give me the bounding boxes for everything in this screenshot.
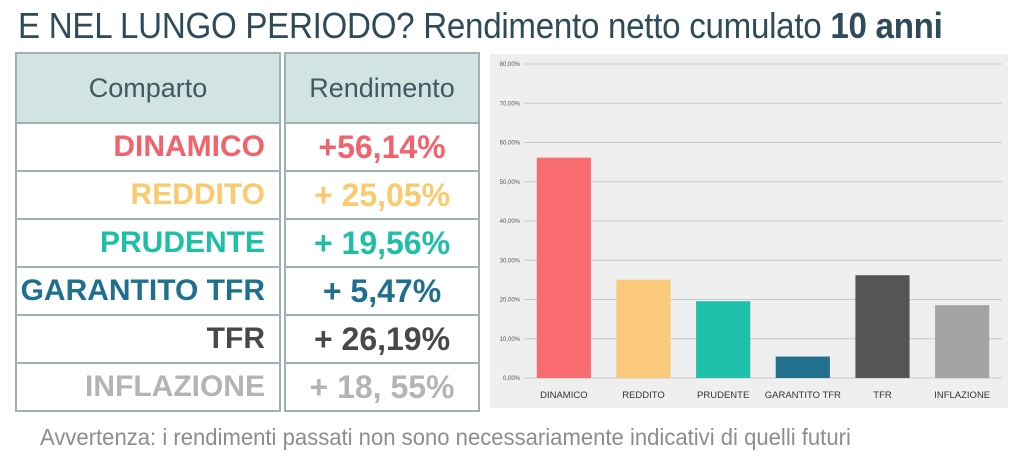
comparto-garantito-tfr: GARANTITO TFR	[17, 268, 279, 316]
rendimento-dinamico: +56,14%	[286, 124, 478, 172]
rendimento-inflazione: + 18, 55%	[309, 368, 455, 405]
title-rest: Rendimento netto cumulato	[414, 5, 831, 46]
rendimento-reddito: + 25,05%	[286, 172, 478, 220]
comparto-header: Comparto	[17, 54, 279, 124]
bar-prudente	[696, 301, 751, 378]
comparto-inflazione: INFLAZIONE	[85, 370, 265, 403]
bar-reddito	[616, 279, 671, 378]
y-tick-label: 30,00%	[500, 258, 521, 264]
y-tick-label: 80,00%	[500, 62, 521, 68]
x-tick-label: GARANTITO TFR	[765, 390, 841, 401]
x-tick-label: REDDITO	[622, 390, 665, 401]
x-tick-label: DINAMICO	[540, 390, 588, 401]
x-tick-label: TFR	[873, 390, 892, 401]
y-tick-label: 60,00%	[500, 141, 521, 147]
comparto-reddito: REDDITO	[17, 172, 279, 220]
title-bold: 10 anni	[830, 5, 943, 46]
bar-inflazione	[935, 305, 990, 378]
y-tick-label: 40,00%	[500, 219, 521, 225]
rendimento-prudente: + 19,56%	[286, 220, 478, 268]
page-title: E NEL LUNGO PERIODO? Rendimento netto cu…	[18, 2, 943, 50]
comparto-prudente: PRUDENTE	[17, 220, 279, 268]
disclaimer-text: Avvertenza: i rendimenti passati non son…	[40, 424, 851, 450]
bar-tfr	[855, 275, 910, 378]
y-tick-label: 70,00%	[500, 101, 521, 107]
y-tick-label: 50,00%	[500, 180, 521, 186]
y-tick-label: 0,00%	[503, 376, 521, 382]
comparto-tfr: TFR	[17, 316, 279, 364]
y-tick-label: 20,00%	[500, 298, 521, 304]
x-tick-label: INFLAZIONE	[934, 390, 990, 401]
rendimento-garantito-tfr: + 5,47%	[286, 268, 478, 316]
rendimento-tfr: + 26,19%	[286, 316, 478, 364]
title-lead: E NEL LUNGO PERIODO?	[18, 5, 415, 46]
bar-chart: 0,00% 10,00% 20,00% 30,00% 40,00% 50,00% 60,00…	[490, 54, 1008, 408]
rendimento-header: Rendimento	[286, 54, 478, 124]
comparto-column: Comparto DINAMICO REDDITO PRUDENTE GARAN…	[15, 52, 281, 412]
bar-dinamico	[536, 157, 591, 378]
y-tick-label: 10,00%	[500, 337, 521, 343]
comparto-dinamico: DINAMICO	[17, 124, 279, 172]
bar-garantito-tfr	[775, 356, 830, 378]
rendimento-column: Rendimento +56,14% + 25,05% + 19,56% + 5…	[284, 52, 480, 412]
x-tick-label: PRUDENTE	[697, 390, 749, 401]
